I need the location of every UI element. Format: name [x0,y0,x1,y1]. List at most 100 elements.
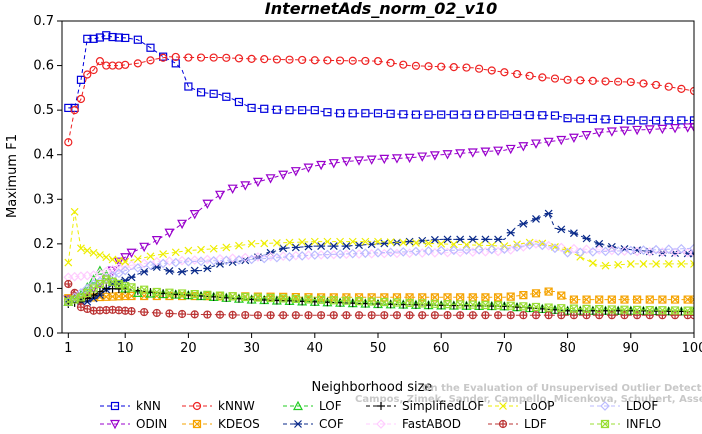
point-inflo [569,304,579,313]
point-inflo [279,294,288,303]
point-loop [171,248,180,257]
point-ldf [392,311,402,320]
point-odin [543,137,554,148]
point-loop [386,238,395,246]
point-inflo [367,297,376,306]
point-cof [291,243,300,252]
point-odin [303,163,314,173]
point-ldof [309,250,320,260]
point-knn [89,34,98,43]
legend-item-kdeos: KDEOS [182,417,260,431]
point-knnw [462,63,471,72]
point-ldof [132,263,143,273]
point-ldf [443,311,452,320]
point-loop [70,207,79,216]
point-knn [538,111,547,120]
point-ldof [562,247,573,258]
series-loop [64,207,694,270]
point-odin [505,144,516,155]
point-loop [114,256,123,265]
point-kdeos [633,295,642,304]
point-knnw [102,61,111,70]
series-odin [63,122,694,305]
series-line-loop [67,211,694,267]
point-odin [632,125,643,136]
point-cof [317,242,326,251]
point-inflo [165,288,174,297]
point-knn [588,114,597,123]
y-tick-label: 0.3 [33,192,54,207]
point-knnw [576,76,585,85]
point-knn [399,110,408,119]
point-ldf [279,311,288,320]
point-knn [614,115,623,124]
point-inflo [354,297,364,306]
point-odin [328,159,339,169]
point-fastabod [556,242,567,253]
point-knn [260,104,269,113]
point-ldof [600,246,611,257]
watermark-line-2: Campos, Zimek, Sander, Campello, Micenko… [355,394,702,405]
point-ldf [291,311,300,320]
point-ldf [531,311,541,320]
point-ldf [456,311,465,320]
point-ldf [64,279,73,289]
point-kdeos [531,289,541,298]
point-knnw [525,71,534,80]
point-knnw [563,75,572,84]
point-knnw [285,55,294,64]
point-ldf [367,311,376,320]
point-inflo [430,299,439,308]
point-loop [121,257,130,266]
point-loop [336,237,345,246]
point-ldof [208,255,219,266]
point-loop [677,259,686,268]
point-ldof [120,265,131,276]
point-cof [443,235,452,244]
point-loop [500,242,509,251]
x-tick-label: 80 [559,341,576,356]
point-loop [374,237,382,246]
point-inflo [443,300,452,309]
point-loop [310,237,319,246]
point-cof [532,214,540,223]
point-knnw [639,79,648,88]
point-loop [614,260,623,269]
point-knnw [335,56,345,65]
point-odin [455,149,466,159]
point-loop [260,239,269,248]
point-loop [235,241,243,250]
point-knn [335,109,345,118]
x-tick-label: 70 [496,341,513,356]
point-loop [159,250,168,259]
point-loop [133,255,142,263]
point-cof [304,242,313,251]
legend-label: KDEOS [218,417,260,431]
point-knnw [222,53,231,62]
point-inflo [215,291,225,300]
point-ldof [524,240,535,250]
point-inflo [595,305,604,314]
point-ldf [405,311,414,320]
point-ldf [544,311,553,320]
x-axis-label: Neighborhood size [312,380,433,395]
legend-item-cof: COF [283,417,344,431]
point-odin [265,174,276,184]
point-fastabod [531,239,541,249]
point-loop [513,240,521,249]
point-knnw [373,57,383,66]
point-kdeos [670,295,680,304]
point-ldf [304,311,313,320]
series-line-odin [68,126,694,301]
y-tick-label: 0.2 [33,237,54,252]
point-knn [563,114,572,123]
point-fastabod [670,247,680,258]
point-ldof [398,247,409,257]
point-odin [252,177,263,188]
point-loop [462,240,471,249]
point-knn [95,33,105,42]
y-tick-label: 0.4 [33,148,54,163]
point-ldof [335,249,345,259]
point-cof [468,235,477,244]
legend-label: ODIN [136,417,167,431]
